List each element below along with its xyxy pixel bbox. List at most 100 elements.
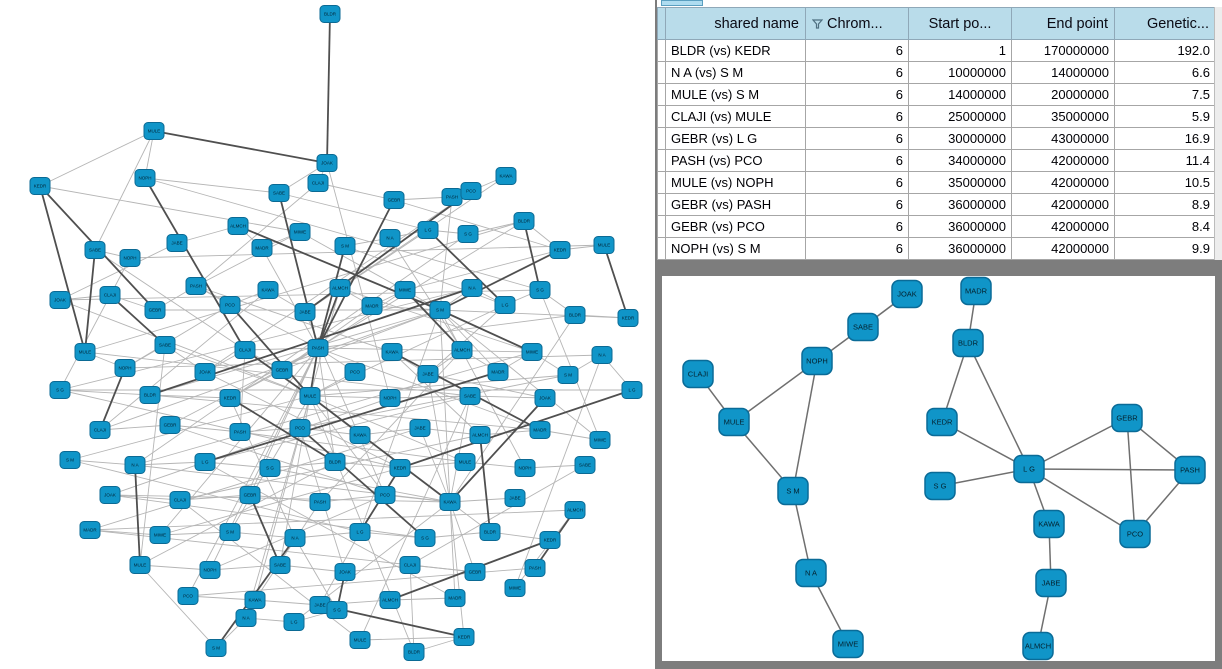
network-node[interactable]: CLAJI	[399, 556, 421, 574]
network-node[interactable]: JOAK	[194, 363, 216, 381]
node-shape[interactable]	[89, 421, 111, 439]
filter-funnel-icon[interactable]	[812, 18, 823, 29]
node-KAWA[interactable]: KAWA	[1033, 509, 1065, 539]
cell-genetic[interactable]: 10.5	[1114, 171, 1216, 194]
network-node[interactable]: GEBR	[271, 361, 293, 379]
network-node[interactable]: ALMCH	[329, 279, 351, 297]
node-shape[interactable]	[257, 281, 279, 299]
cell-start-position[interactable]: 34000000	[908, 149, 1012, 172]
network-node[interactable]: L G	[621, 381, 643, 399]
node-shape[interactable]	[504, 489, 526, 507]
node-shape[interactable]	[460, 182, 482, 200]
network-node[interactable]: PCO	[219, 296, 241, 314]
table-row[interactable]: GEBR (vs) L G 6 30000000 43000000 16.9	[657, 127, 1216, 150]
network-node[interactable]: KEDR	[453, 628, 475, 646]
network-node[interactable]: S M	[557, 366, 579, 384]
table-row[interactable]: NOPH (vs) S M 6 36000000 42000000 9.9	[657, 237, 1216, 260]
node-shape[interactable]	[464, 563, 486, 581]
node-shape[interactable]	[229, 423, 251, 441]
network-node[interactable]: MULE	[349, 631, 371, 649]
network-node[interactable]: N A	[235, 609, 257, 627]
node-shape[interactable]	[49, 291, 71, 309]
network-node[interactable]: N A	[124, 456, 146, 474]
network-node[interactable]: S M	[219, 523, 241, 541]
network-node[interactable]: KEDR	[549, 241, 571, 259]
node-shape[interactable]	[307, 174, 329, 192]
network-node[interactable]: PASH	[524, 559, 546, 577]
network-node[interactable]: GEBR	[239, 486, 261, 504]
cell-start-position[interactable]: 36000000	[908, 215, 1012, 238]
node-shape[interactable]	[326, 601, 348, 619]
node-shape[interactable]	[79, 521, 101, 539]
node-shape[interactable]	[205, 639, 227, 657]
network-node[interactable]: CLAJI	[234, 341, 256, 359]
node-shape[interactable]	[617, 309, 639, 327]
node-shape[interactable]	[564, 501, 586, 519]
node-shape[interactable]	[409, 419, 431, 437]
cell-end-point[interactable]: 42000000	[1011, 149, 1115, 172]
node-shape[interactable]	[309, 493, 331, 511]
node-shape[interactable]	[124, 456, 146, 474]
node-shape[interactable]	[177, 587, 199, 605]
network-node[interactable]: L G	[494, 296, 516, 314]
network-node[interactable]: JABE	[417, 365, 439, 383]
network-node[interactable]: KAWA	[439, 493, 461, 511]
network-node[interactable]: N A	[461, 279, 483, 297]
node-shape[interactable]	[924, 471, 956, 501]
network-node[interactable]: SABE	[268, 184, 290, 202]
table-vertical-scrollbar[interactable]	[1214, 7, 1222, 262]
cell-chromosome[interactable]: 6	[805, 237, 909, 260]
network-node[interactable]: JABE	[294, 303, 316, 321]
node-PASH[interactable]: PASH	[1174, 455, 1206, 485]
node-shape[interactable]	[1111, 403, 1143, 433]
cell-chromosome[interactable]: 6	[805, 149, 909, 172]
network-node[interactable]: S G	[414, 529, 436, 547]
cell-genetic[interactable]: 6.6	[1114, 61, 1216, 84]
network-node[interactable]: N A	[591, 346, 613, 364]
node-shape[interactable]	[139, 386, 161, 404]
network-node[interactable]: ALMCH	[227, 217, 249, 235]
node-shape[interactable]	[403, 643, 425, 661]
network-node[interactable]: SABE	[154, 336, 176, 354]
network-node[interactable]: S G	[529, 281, 551, 299]
node-shape[interactable]	[444, 589, 466, 607]
node-shape[interactable]	[777, 476, 809, 506]
network-node[interactable]: JOAK	[49, 291, 71, 309]
node-GEBR[interactable]: GEBR	[1111, 403, 1143, 433]
cell-chromosome[interactable]: 6	[805, 61, 909, 84]
cell-shared-name[interactable]: PASH (vs) PCO	[665, 149, 806, 172]
node-shape[interactable]	[349, 631, 371, 649]
cell-start-position[interactable]: 35000000	[908, 171, 1012, 194]
table-row[interactable]: PASH (vs) PCO 6 34000000 42000000 11.4	[657, 149, 1216, 172]
cell-genetic[interactable]: 192.0	[1114, 39, 1216, 62]
network-node[interactable]: CLAJI	[169, 491, 191, 509]
network-node[interactable]: JABE	[504, 489, 526, 507]
network-node[interactable]: MULE	[593, 236, 615, 254]
node-shape[interactable]	[1033, 509, 1065, 539]
cell-end-point[interactable]: 14000000	[1011, 61, 1115, 84]
network-node[interactable]: BLDR	[139, 386, 161, 404]
node-shape[interactable]	[495, 167, 517, 185]
cell-chromosome[interactable]: 6	[805, 127, 909, 150]
network-node[interactable]: PASH	[229, 423, 251, 441]
column-header-start-position[interactable]: Start po...	[908, 7, 1012, 40]
node-shape[interactable]	[349, 523, 371, 541]
cell-end-point[interactable]: 170000000	[1011, 39, 1115, 62]
node-shape[interactable]	[319, 5, 341, 23]
cell-genetic[interactable]: 9.9	[1114, 237, 1216, 260]
cell-shared-name[interactable]: GEBR (vs) PCO	[665, 215, 806, 238]
network-node[interactable]: BLDR	[324, 453, 346, 471]
network-node[interactable]: PCO	[374, 486, 396, 504]
network-node[interactable]: MIWE	[521, 343, 543, 361]
node-shape[interactable]	[329, 279, 351, 297]
network-node[interactable]: L G	[417, 221, 439, 239]
cell-shared-name[interactable]: GEBR (vs) PASH	[665, 193, 806, 216]
network-node[interactable]: NOPH	[114, 359, 136, 377]
node-shape[interactable]	[574, 456, 596, 474]
node-shape[interactable]	[219, 389, 241, 407]
table-row[interactable]: BLDR (vs) KEDR 6 1 170000000 192.0	[657, 39, 1216, 62]
node-NOPH[interactable]: NOPH	[801, 346, 833, 376]
network-node[interactable]: NOPH	[514, 459, 536, 477]
cell-shared-name[interactable]: BLDR (vs) KEDR	[665, 39, 806, 62]
cell-start-position[interactable]: 1	[908, 39, 1012, 62]
